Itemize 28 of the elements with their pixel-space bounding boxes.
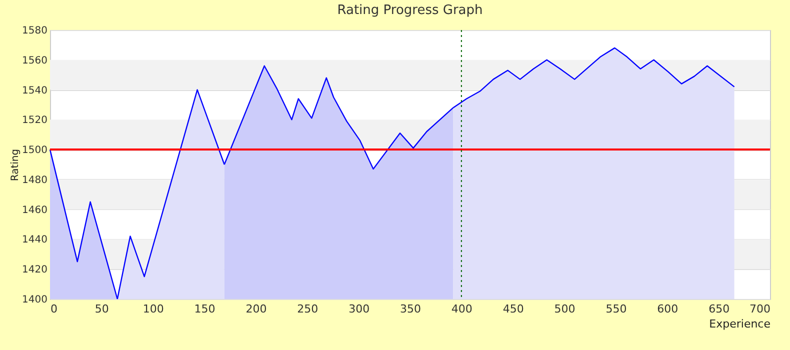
x-tick-label: 450 (502, 302, 524, 316)
y-tick-label: 1420 (22, 264, 48, 276)
x-tick-label: 550 (606, 302, 627, 316)
x-tick-label: 100 (142, 302, 164, 316)
x-tick-label: 0 (50, 302, 58, 316)
chart-title: Rating Progress Graph (337, 3, 483, 18)
y-tick-label: 1580 (22, 26, 48, 36)
x-tick-label: 50 (94, 302, 109, 316)
y-tick-label: 1440 (22, 234, 48, 246)
x-tick-label: 500 (554, 302, 576, 316)
y-tick-label: 1520 (22, 115, 48, 126)
x-tick-label: 300 (348, 302, 370, 316)
x-tick-label: 350 (400, 302, 421, 316)
x-tick-label: 700 (750, 302, 770, 316)
y-tick-label: 1460 (22, 204, 48, 216)
y-axis-title: Rating (10, 148, 22, 182)
x-tick-label: 200 (246, 302, 267, 316)
x-tick-label: 400 (451, 302, 472, 316)
y-tick-label: 1480 (22, 174, 48, 186)
y-tick-label: 1400 (22, 294, 48, 306)
x-tick-label: 600 (657, 302, 678, 316)
x-tick-label: 250 (297, 302, 318, 316)
x-tick-label: 150 (194, 302, 216, 316)
y-tick-label: 1560 (22, 55, 48, 66)
y-tick-label: 1540 (22, 85, 48, 96)
x-axis-title: Experience (709, 318, 771, 330)
y-tick-label: 1500 (22, 145, 48, 156)
x-tick-label: 650 (708, 302, 730, 316)
